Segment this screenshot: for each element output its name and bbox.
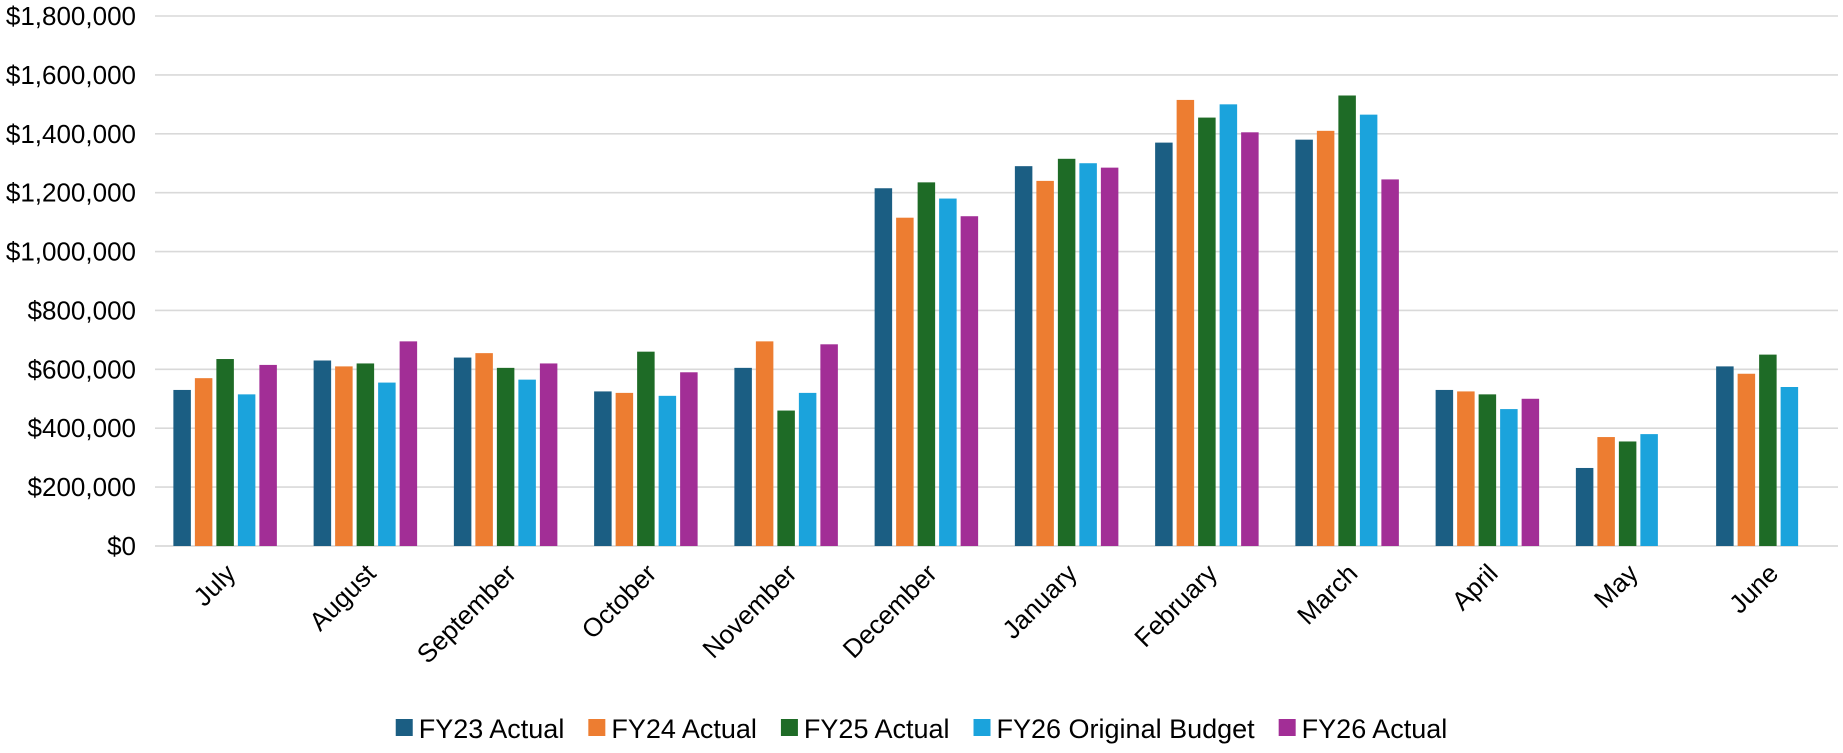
y-tick-label: $1,400,000 (6, 119, 136, 149)
y-tick-label: $1,800,000 (6, 1, 136, 31)
bar-april-series-1 (1435, 389, 1454, 546)
bar-march-series-2 (1316, 130, 1335, 547)
bar-april-series-2 (1457, 391, 1475, 546)
bar-october-series-3 (637, 351, 655, 546)
bar-november-series-4 (798, 392, 817, 546)
bar-february-series-2 (1176, 99, 1195, 547)
x-tick-label: July (187, 558, 241, 612)
bar-september-series-4 (518, 379, 536, 546)
bar-july-series-2 (194, 378, 213, 546)
bar-november-series-2 (755, 341, 774, 546)
bar-august-series-4 (378, 382, 396, 546)
bar-august-series-5 (399, 341, 418, 546)
bar-june-series-2 (1737, 373, 1756, 546)
bar-september-series-1 (453, 357, 472, 546)
bar-march-series-3 (1338, 95, 1356, 546)
bar-september-series-3 (496, 367, 515, 546)
legend-swatch (395, 719, 413, 736)
bar-march-series-1 (1295, 139, 1313, 546)
x-tick-label: November (696, 558, 802, 664)
bar-november-series-5 (820, 344, 838, 546)
bar-january-series-3 (1057, 158, 1076, 547)
x-tick-label: March (1291, 558, 1363, 630)
bar-june-series-1 (1716, 366, 1734, 546)
bar-july-series-5 (259, 364, 277, 546)
x-tick-label: October (575, 558, 662, 645)
legend: FY23 Actual FY24 Actual FY25 Actual FY26 Or… (395, 714, 1448, 744)
bar-march-series-5 (1381, 179, 1399, 546)
y-tick-label: $400,000 (28, 413, 136, 443)
y-tick-label: $1,600,000 (6, 60, 136, 90)
bar-april-series-5 (1521, 398, 1540, 546)
y-tick-label: $1,000,000 (6, 237, 136, 267)
x-tick-label: August (303, 557, 382, 636)
bar-august-series-3 (356, 363, 375, 546)
bar-october-series-5 (680, 372, 698, 546)
bar-march-series-4 (1359, 114, 1378, 546)
y-tick-label: $600,000 (28, 354, 136, 384)
x-tick-label: May (1588, 558, 1644, 614)
bar-june-series-3 (1759, 354, 1777, 546)
bar-january-series-2 (1036, 180, 1054, 546)
bar-october-series-4 (658, 395, 677, 546)
x-tick-label: December (837, 558, 943, 664)
bar-september-series-5 (539, 363, 558, 546)
bar-february-series-1 (1155, 142, 1173, 546)
bar-may-series-4 (1640, 434, 1658, 546)
bar-january-series-4 (1079, 163, 1097, 546)
bar-july-series-3 (216, 359, 234, 546)
y-tick-label: $800,000 (28, 295, 136, 325)
bar-february-series-3 (1198, 117, 1216, 546)
bar-january-series-5 (1100, 167, 1119, 546)
legend-label: FY26 Original Budget (997, 714, 1256, 744)
bar-april-series-3 (1478, 394, 1497, 546)
bar-may-series-1 (1575, 467, 1594, 546)
x-tick-label: February (1128, 558, 1223, 653)
bar-september-series-2 (475, 353, 493, 546)
x-tick-label: June (1723, 558, 1784, 619)
x-tick-label: January (996, 558, 1083, 645)
bar-october-series-1 (594, 391, 612, 546)
bar-february-series-5 (1241, 132, 1259, 547)
bar-february-series-4 (1219, 104, 1238, 546)
y-tick-label: $200,000 (28, 472, 136, 502)
x-tick-label: September (411, 558, 522, 669)
bar-december-series-3 (917, 182, 936, 546)
bar-may-series-2 (1597, 437, 1615, 546)
bar-december-series-2 (896, 217, 914, 546)
bar-june-series-4 (1780, 387, 1799, 546)
bar-december-series-1 (874, 188, 893, 546)
x-tick-label: April (1446, 558, 1504, 616)
legend-swatch (588, 719, 606, 736)
y-axis-ticks: $0 $200,000 $400,000 $600,000 $800,000 $1,000… (6, 1, 136, 561)
bar-august-series-2 (335, 366, 353, 546)
legend-swatch (1278, 719, 1296, 736)
legend-label: FY24 Actual (611, 714, 757, 744)
x-axis-ticks: July August September October November Decemb… (187, 557, 1784, 669)
gridlines (155, 15, 1838, 547)
bar-august-series-1 (313, 360, 332, 546)
legend-label: FY23 Actual (419, 714, 565, 744)
bar-january-series-1 (1014, 166, 1033, 546)
legend-swatch (780, 719, 798, 736)
legend-label: FY25 Actual (804, 714, 950, 744)
y-tick-label: $0 (107, 531, 136, 561)
legend-label: FY26 Actual (1302, 714, 1448, 744)
y-tick-label: $1,200,000 (6, 178, 136, 208)
bar-november-series-1 (734, 367, 752, 546)
bar-december-series-5 (960, 216, 979, 546)
bars (173, 95, 1799, 547)
bar-july-series-4 (237, 394, 256, 546)
bar-may-series-3 (1618, 441, 1637, 546)
legend-swatch (973, 719, 991, 736)
bar-october-series-2 (615, 392, 634, 546)
bar-july-series-1 (173, 389, 191, 546)
bar-april-series-4 (1500, 409, 1518, 546)
bar-december-series-4 (939, 198, 957, 547)
bar-november-series-3 (777, 410, 795, 546)
